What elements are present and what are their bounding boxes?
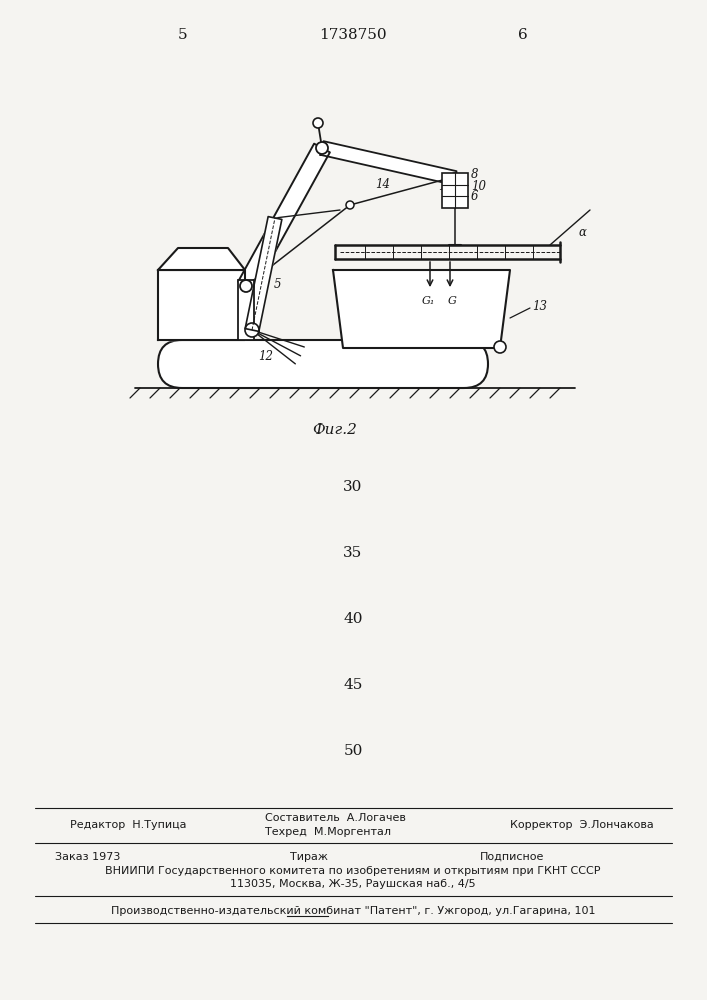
Text: 8: 8 (471, 167, 479, 180)
Circle shape (346, 201, 354, 209)
Text: 5: 5 (274, 278, 281, 292)
Bar (442, 173, 468, 208)
Text: 45: 45 (344, 678, 363, 692)
Text: Составитель  А.Логачев: Составитель А.Логачев (265, 813, 406, 823)
Bar (238, 280, 254, 340)
Polygon shape (333, 270, 510, 348)
Polygon shape (238, 144, 330, 290)
Text: 50: 50 (344, 744, 363, 758)
Text: Заказ 1973: Заказ 1973 (55, 852, 120, 862)
Text: 1: 1 (445, 198, 453, 211)
Circle shape (245, 323, 259, 337)
Polygon shape (320, 141, 457, 185)
Text: 113035, Москва, Ж-35, Раушская наб., 4/5: 113035, Москва, Ж-35, Раушская наб., 4/5 (230, 879, 476, 889)
Circle shape (240, 280, 252, 292)
Text: Тираж: Тираж (290, 852, 328, 862)
Polygon shape (158, 248, 245, 270)
Polygon shape (158, 270, 245, 340)
Text: Производственно-издательский комбинат "Патент", г. Ужгород, ул.Гагарина, 101: Производственно-издательский комбинат "П… (111, 906, 595, 916)
Text: α: α (578, 226, 586, 238)
Text: 13: 13 (532, 300, 547, 314)
Text: 35: 35 (344, 546, 363, 560)
Text: 12: 12 (258, 350, 273, 363)
Text: ВНИИПИ Государственного комитета по изобретениям и открытиям при ГКНТ СССР: ВНИИПИ Государственного комитета по изоб… (105, 866, 601, 876)
Text: 6: 6 (471, 190, 479, 202)
Circle shape (316, 142, 328, 154)
Polygon shape (245, 217, 282, 331)
Circle shape (450, 173, 460, 183)
Text: 10: 10 (471, 180, 486, 192)
Circle shape (494, 341, 506, 353)
Text: Техред  М.Моргентал: Техред М.Моргентал (265, 827, 391, 837)
Text: Фиг.2: Фиг.2 (312, 423, 358, 437)
Text: Подписное: Подписное (480, 852, 544, 862)
FancyBboxPatch shape (158, 340, 488, 388)
Text: Редактор  Н.Тупица: Редактор Н.Тупица (70, 820, 187, 830)
Text: 11: 11 (438, 180, 453, 192)
Text: 30: 30 (344, 480, 363, 494)
Text: G: G (448, 296, 457, 306)
Text: G₁: G₁ (421, 296, 435, 306)
Text: 40: 40 (344, 612, 363, 626)
Text: 5: 5 (178, 28, 188, 42)
Text: 6: 6 (518, 28, 528, 42)
Circle shape (313, 118, 323, 128)
Text: 1738750: 1738750 (319, 28, 387, 42)
Text: 9: 9 (445, 190, 453, 202)
Text: Корректор  Э.Лончакова: Корректор Э.Лончакова (510, 820, 654, 830)
Text: 14: 14 (375, 178, 390, 192)
